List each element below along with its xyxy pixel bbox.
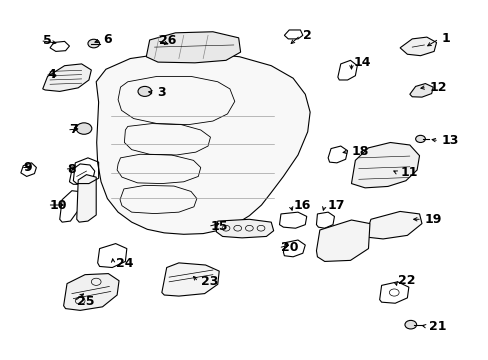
Polygon shape [409,84,432,97]
Text: 5: 5 [42,34,51,47]
Text: 23: 23 [201,275,218,288]
Polygon shape [96,53,309,234]
Text: 2: 2 [302,29,311,42]
Text: 22: 22 [397,274,414,287]
Polygon shape [351,143,419,188]
Text: 11: 11 [399,166,417,179]
Text: 13: 13 [441,134,458,147]
Text: 12: 12 [428,81,446,94]
Text: 1: 1 [441,32,449,45]
Text: 25: 25 [77,295,94,308]
Text: 6: 6 [103,33,112,46]
Text: 24: 24 [116,257,133,270]
Text: 20: 20 [281,241,298,255]
Text: 8: 8 [67,163,76,176]
Text: 7: 7 [69,123,78,136]
Polygon shape [216,219,273,238]
Text: 10: 10 [50,198,67,212]
Text: 14: 14 [353,55,371,69]
Text: 3: 3 [157,86,165,99]
Text: 9: 9 [23,161,32,174]
Circle shape [76,123,92,134]
Text: 18: 18 [351,145,368,158]
Polygon shape [316,220,369,261]
Text: 15: 15 [210,220,227,233]
Text: 16: 16 [292,198,310,212]
Circle shape [404,320,416,329]
Polygon shape [146,32,240,63]
Polygon shape [77,175,96,222]
Circle shape [415,135,425,143]
Polygon shape [63,274,119,310]
Circle shape [138,86,151,96]
Text: 19: 19 [424,213,441,226]
Text: 21: 21 [428,320,446,333]
Polygon shape [399,37,436,56]
Polygon shape [366,211,421,239]
Text: 17: 17 [326,198,344,212]
Polygon shape [162,263,219,296]
Polygon shape [42,64,91,91]
Text: 26: 26 [159,34,177,47]
Text: 4: 4 [47,68,56,81]
Circle shape [88,39,100,48]
